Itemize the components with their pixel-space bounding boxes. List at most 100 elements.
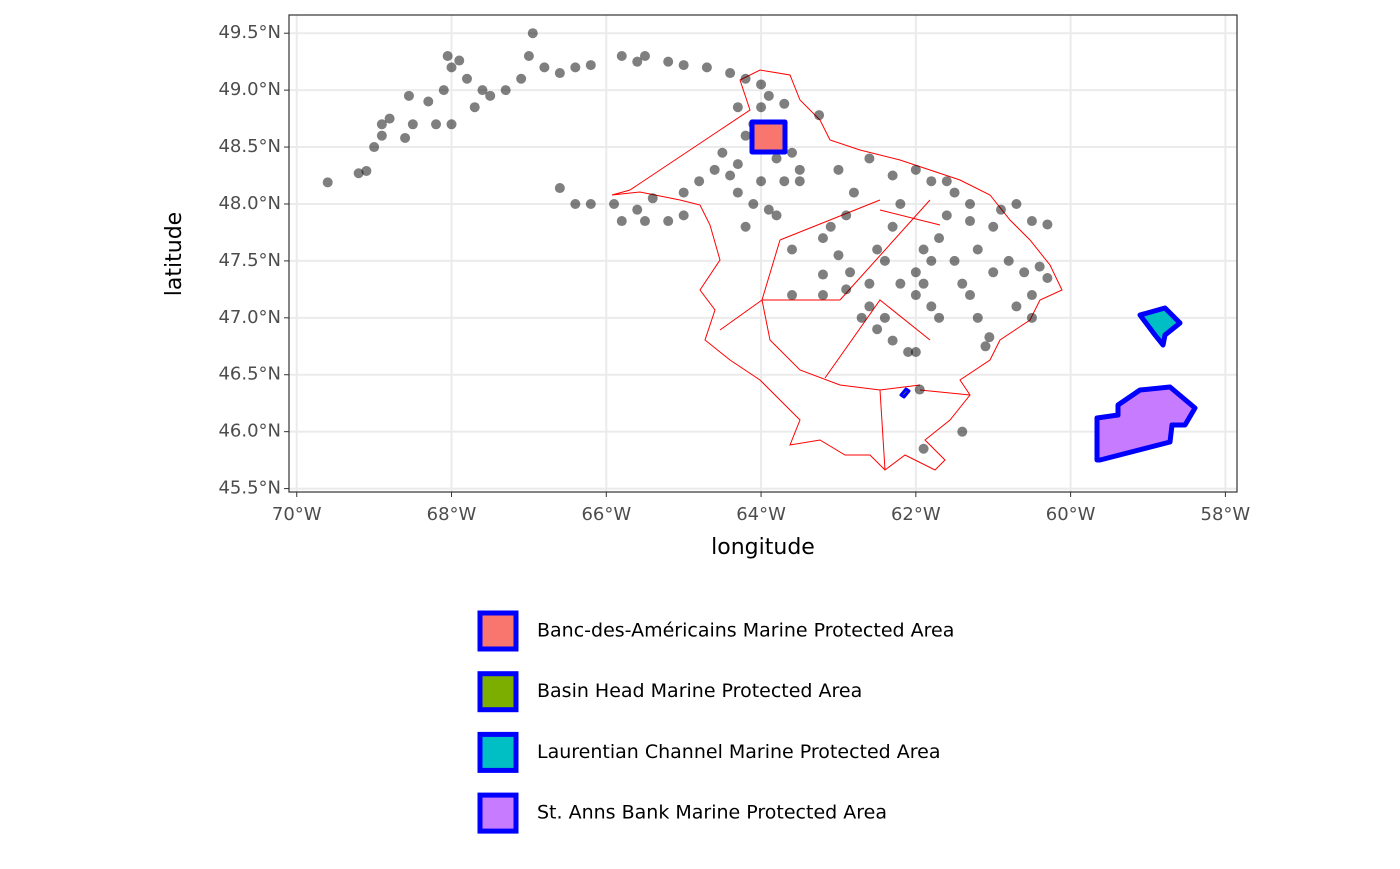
point xyxy=(756,102,767,113)
point xyxy=(879,255,890,266)
point xyxy=(376,130,387,141)
point xyxy=(740,221,751,232)
mpa-polygon xyxy=(1094,384,1198,463)
point xyxy=(817,233,828,244)
point xyxy=(725,68,736,79)
point xyxy=(934,233,945,244)
point xyxy=(864,278,875,289)
point xyxy=(709,164,720,175)
point xyxy=(461,73,472,84)
point xyxy=(554,68,565,79)
point xyxy=(369,142,380,153)
point xyxy=(918,443,929,454)
point xyxy=(554,183,565,194)
y-tick-label: 48.0°N xyxy=(218,193,281,214)
point xyxy=(980,341,991,352)
x-tick-label: 66°W xyxy=(581,504,631,525)
x-tick-label: 58°W xyxy=(1201,504,1251,525)
point xyxy=(833,164,844,175)
point xyxy=(725,170,736,181)
point xyxy=(1003,255,1014,266)
point xyxy=(1019,267,1030,278)
point xyxy=(841,284,852,295)
point xyxy=(864,153,875,164)
point xyxy=(570,198,581,209)
point xyxy=(732,159,743,170)
point xyxy=(400,132,411,143)
point xyxy=(910,346,921,357)
point xyxy=(763,90,774,101)
y-tick-label: 49.5°N xyxy=(218,22,281,43)
point xyxy=(949,255,960,266)
point xyxy=(1011,301,1022,312)
point xyxy=(516,73,527,84)
point xyxy=(872,324,883,335)
x-tick-label: 70°W xyxy=(272,504,322,525)
point xyxy=(957,278,968,289)
y-tick-label: 46.0°N xyxy=(218,421,281,442)
point xyxy=(442,50,453,61)
x-tick-label: 64°W xyxy=(736,504,786,525)
mpa-polygon xyxy=(1137,305,1183,348)
point xyxy=(431,119,442,130)
legend-label: Basin Head Marine Protected Area xyxy=(537,680,862,702)
x-tick-label: 68°W xyxy=(427,504,477,525)
point xyxy=(678,60,689,71)
point xyxy=(353,168,364,179)
point xyxy=(934,312,945,323)
point xyxy=(616,216,627,227)
point xyxy=(988,267,999,278)
legend-key xyxy=(477,792,519,834)
point xyxy=(817,269,828,280)
point xyxy=(833,250,844,261)
point xyxy=(632,204,643,215)
legend-label: Laurentian Channel Marine Protected Area xyxy=(537,741,940,763)
point xyxy=(732,187,743,198)
point xyxy=(446,62,457,73)
point xyxy=(361,165,372,176)
y-tick-label: 49.0°N xyxy=(218,79,281,100)
point xyxy=(1042,219,1053,230)
point xyxy=(949,187,960,198)
point xyxy=(817,290,828,301)
point xyxy=(423,96,434,107)
point xyxy=(887,170,898,181)
point xyxy=(825,221,836,232)
point xyxy=(1026,290,1037,301)
point xyxy=(972,312,983,323)
boundary xyxy=(611,69,1063,471)
point xyxy=(965,216,976,227)
legend: Banc-des-Américains Marine Protected Are… xyxy=(477,610,954,834)
x-tick-label: 62°W xyxy=(891,504,941,525)
point xyxy=(446,119,457,130)
point xyxy=(1011,198,1022,209)
point xyxy=(941,176,952,187)
point xyxy=(794,176,805,187)
point xyxy=(841,210,852,221)
point xyxy=(678,210,689,221)
point xyxy=(616,50,627,61)
point xyxy=(1042,272,1053,283)
point xyxy=(918,244,929,255)
point xyxy=(570,62,581,73)
point xyxy=(887,221,898,232)
point xyxy=(585,198,596,209)
point xyxy=(748,198,759,209)
point xyxy=(639,50,650,61)
point xyxy=(717,147,728,158)
point xyxy=(794,164,805,175)
y-axis-title: latitude xyxy=(162,212,187,296)
point xyxy=(887,335,898,346)
y-tick-label: 48.5°N xyxy=(218,136,281,157)
point xyxy=(845,267,856,278)
point xyxy=(1026,216,1037,227)
point xyxy=(539,62,550,73)
point xyxy=(678,187,689,198)
region-boundaries xyxy=(611,69,1063,471)
x-axis-title: longitude xyxy=(711,535,815,560)
point xyxy=(477,85,488,96)
legend-label: Banc-des-Américains Marine Protected Are… xyxy=(537,620,954,642)
point xyxy=(779,176,790,187)
point xyxy=(814,110,825,121)
